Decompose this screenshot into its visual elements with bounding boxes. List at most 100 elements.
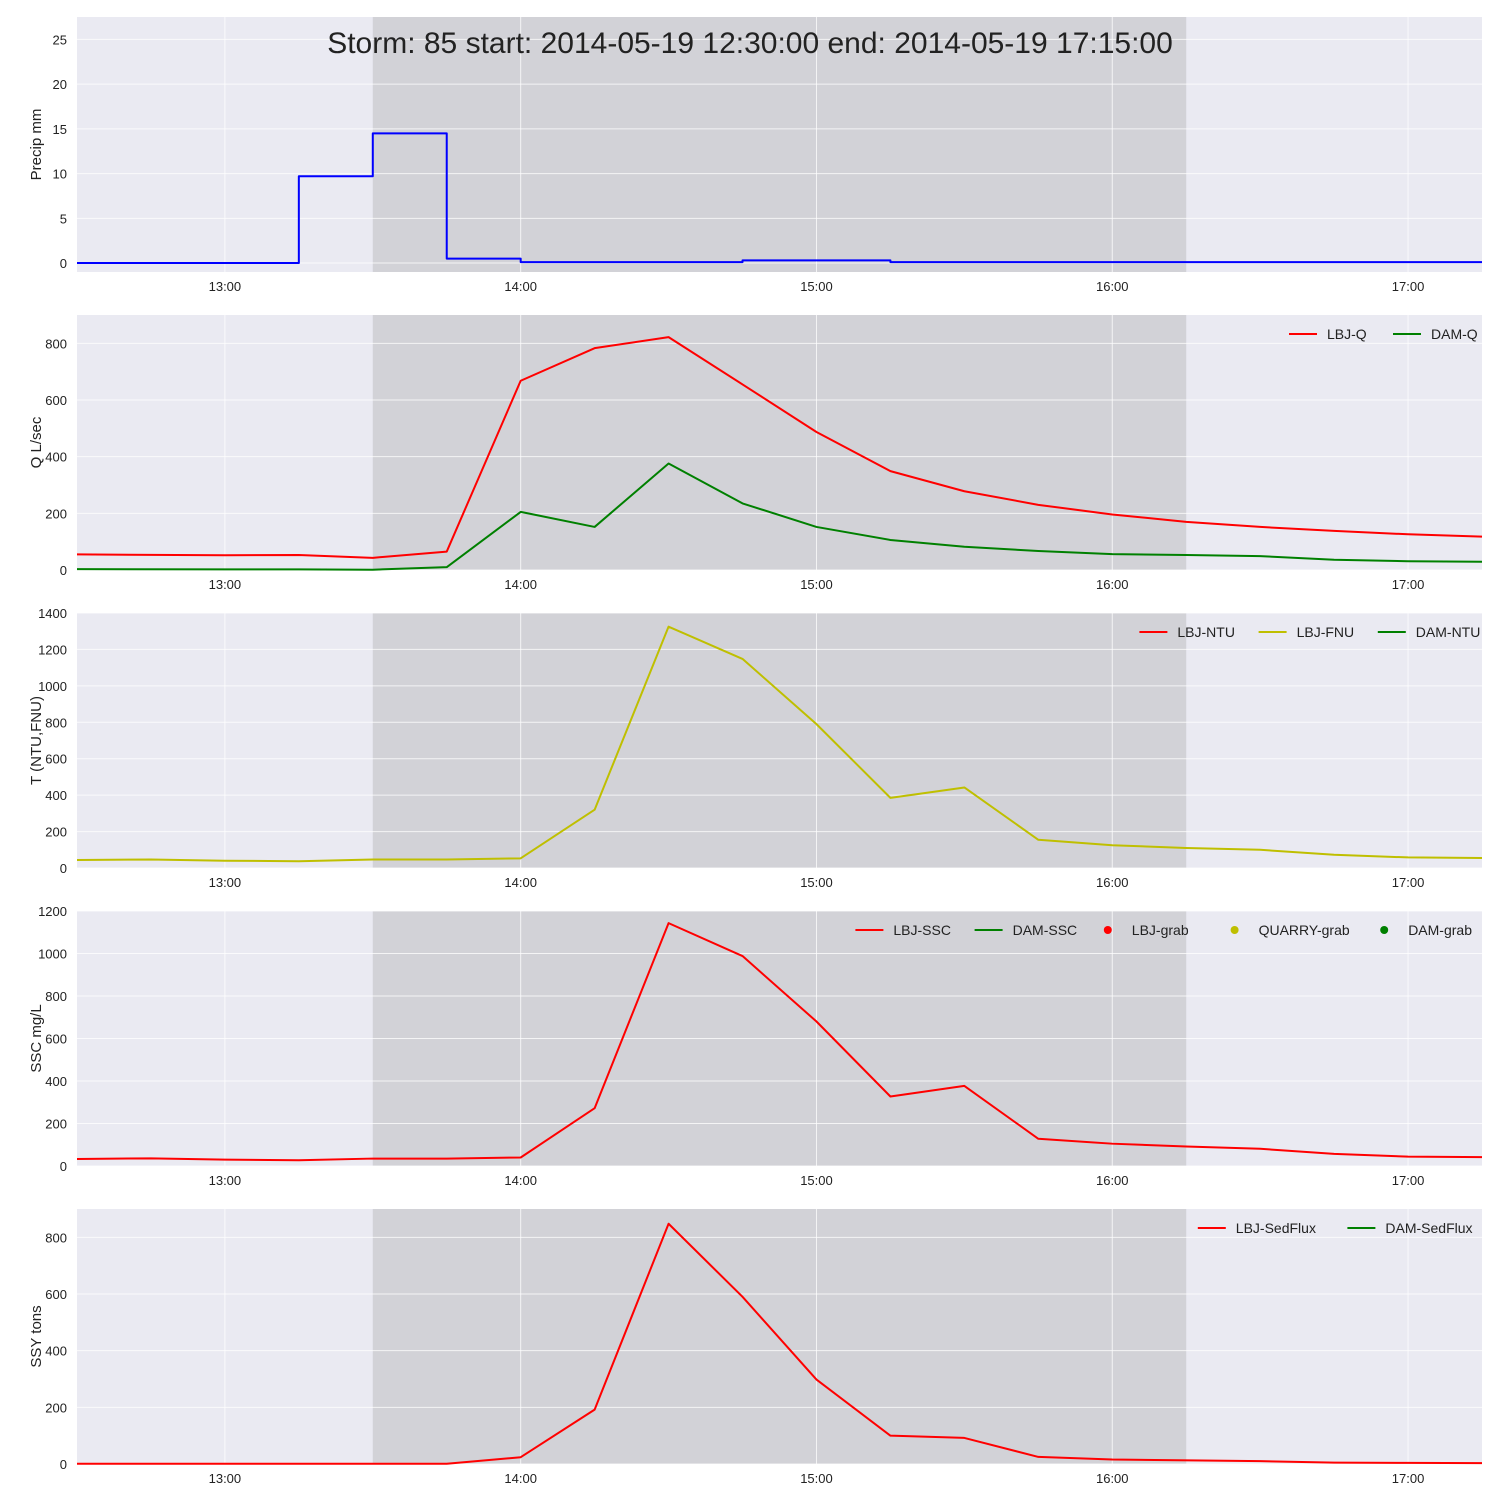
y-axis-label: Q L/sec xyxy=(28,416,45,468)
y-tick-label: 600 xyxy=(45,752,67,767)
y-tick-label: 0 xyxy=(60,256,67,271)
legend-entry-dam-q: DAM-Q xyxy=(1393,326,1478,342)
storm-span-shade xyxy=(372,315,1187,570)
x-tick-label: 13:00 xyxy=(209,875,242,890)
legend-label: LBJ-SSC xyxy=(893,922,951,938)
legend-entry-quarry-grab: QUARRY-grab xyxy=(1230,922,1350,938)
legend-label: QUARRY-grab xyxy=(1259,922,1350,938)
legend-label: LBJ-SedFlux xyxy=(1236,1220,1316,1236)
y-axis-label: SSC mg/L xyxy=(28,1004,45,1072)
x-tick-label: 14:00 xyxy=(504,577,537,592)
x-tick-label: 16:00 xyxy=(1096,1173,1129,1188)
legend-label: DAM-SSC xyxy=(1013,922,1078,938)
y-tick-label: 5 xyxy=(60,211,67,226)
y-tick-label: 400 xyxy=(45,788,67,803)
subplot-t-ntu-fnu: 0 200 400 600 800 1000 1200 1400 13:00 14:00 15:00… xyxy=(28,606,1483,890)
legend-label: DAM-SedFlux xyxy=(1385,1220,1472,1236)
y-tick-label: 0 xyxy=(60,1159,67,1174)
legend-entry-lbj-sedflux: LBJ-SedFlux xyxy=(1197,1220,1316,1236)
x-tick-label: 14:00 xyxy=(504,279,537,294)
x-tick-label: 16:00 xyxy=(1096,875,1129,890)
y-tick-label: 1000 xyxy=(38,679,67,694)
legend-label: DAM-Q xyxy=(1431,326,1478,342)
y-tick-label: 1200 xyxy=(38,904,67,919)
x-tick-label: 17:00 xyxy=(1392,1173,1425,1188)
y-tick-label: 0 xyxy=(60,1457,67,1472)
series-line-lbj-fnu xyxy=(76,625,1483,863)
y-tick-label: 400 xyxy=(45,1344,67,1359)
x-tick-label: 13:00 xyxy=(209,1173,242,1188)
legend-label: LBJ-grab xyxy=(1132,922,1189,938)
x-tick-label: 15:00 xyxy=(800,577,833,592)
legend-entry-lbj-fnu: LBJ-FNU xyxy=(1258,624,1355,640)
y-tick-label: 200 xyxy=(45,1117,67,1132)
subplot-ssy-tons: 0 200 400 600 800 13:00 14:00 15:00 16:00 17:00 SS… xyxy=(28,1209,1483,1486)
y-tick-label: 20 xyxy=(53,77,67,92)
legend-entry-lbj-grab: LBJ-grab xyxy=(1103,922,1189,938)
series-line-lbj-ssc xyxy=(76,922,1483,1162)
legend-entry-lbj-q: LBJ-Q xyxy=(1289,326,1367,342)
storm-span-shade xyxy=(372,17,1187,272)
legend-label: LBJ-NTU xyxy=(1177,624,1235,640)
legend-marker xyxy=(1103,926,1112,934)
y-tick-label: 200 xyxy=(45,1400,67,1415)
x-tick-label: 16:00 xyxy=(1096,1471,1129,1486)
x-tick-label: 15:00 xyxy=(800,1173,833,1188)
legend-label: DAM-grab xyxy=(1408,922,1472,938)
y-tick-label: 1000 xyxy=(38,947,67,962)
y-tick-label: 600 xyxy=(45,1287,67,1302)
legend-entry-dam-ssc: DAM-SSC xyxy=(974,922,1078,938)
legend-label: LBJ-FNU xyxy=(1297,624,1355,640)
x-tick-label: 13:00 xyxy=(209,1471,242,1486)
legend-marker xyxy=(1380,926,1389,934)
y-axis-label: Precip mm xyxy=(28,109,45,181)
subplot-ssc-mg-l: 0 200 400 600 800 1000 1200 13:00 14:00 15:00 16:0… xyxy=(28,904,1483,1188)
y-tick-label: 25 xyxy=(53,32,67,47)
y-tick-label: 800 xyxy=(45,989,67,1004)
y-tick-label: 10 xyxy=(53,167,67,182)
legend-entry-lbj-ssc: LBJ-SSC xyxy=(855,922,951,938)
x-tick-label: 17:00 xyxy=(1392,875,1425,890)
storm-span-shade xyxy=(372,613,1187,868)
y-tick-label: 800 xyxy=(45,715,67,730)
x-tick-label: 16:00 xyxy=(1096,279,1129,294)
legend-label: DAM-NTU xyxy=(1416,624,1481,640)
y-tick-label: 1400 xyxy=(38,606,67,621)
storm-span-shade xyxy=(372,1209,1187,1464)
x-tick-label: 15:00 xyxy=(800,875,833,890)
y-tick-label: 15 xyxy=(53,122,67,137)
x-tick-label: 14:00 xyxy=(504,1173,537,1188)
legend-entry-dam-grab: DAM-grab xyxy=(1380,922,1472,938)
series-line-dam-q xyxy=(76,462,1483,571)
x-tick-label: 13:00 xyxy=(209,577,242,592)
x-tick-label: 14:00 xyxy=(504,1471,537,1486)
legend-entry-lbj-ntu: LBJ-NTU xyxy=(1139,624,1235,640)
y-axis-label: T (NTU,FNU) xyxy=(28,696,45,785)
x-tick-label: 15:00 xyxy=(800,1471,833,1486)
y-tick-label: 800 xyxy=(45,1230,67,1245)
x-tick-label: 17:00 xyxy=(1392,279,1425,294)
legend-marker xyxy=(1230,926,1239,934)
y-tick-label: 1200 xyxy=(38,642,67,657)
x-tick-label: 14:00 xyxy=(504,875,537,890)
x-tick-label: 17:00 xyxy=(1392,1471,1425,1486)
legend-label: LBJ-Q xyxy=(1327,326,1367,342)
x-tick-label: 15:00 xyxy=(800,279,833,294)
x-tick-label: 13:00 xyxy=(209,279,242,294)
y-tick-label: 0 xyxy=(60,861,67,876)
subplot-q-l-sec: 0 200 400 600 800 13:00 14:00 15:00 16:00 17:00 Q … xyxy=(28,315,1483,592)
y-tick-label: 600 xyxy=(45,393,67,408)
y-tick-label: 0 xyxy=(60,563,67,578)
series-line-lbj-q xyxy=(76,336,1483,559)
y-tick-label: 200 xyxy=(45,506,67,521)
y-tick-label: 200 xyxy=(45,825,67,840)
y-tick-label: 400 xyxy=(45,1074,67,1089)
x-tick-label: 17:00 xyxy=(1392,577,1425,592)
legend-entry-dam-ntu: DAM-NTU xyxy=(1377,624,1481,640)
y-axis-label: SSY tons xyxy=(28,1305,45,1367)
subplot-precip-mm: 0 5 10 15 20 25 13:00 14:00 15:00 16:00 17:00 Preci… xyxy=(28,17,1482,294)
x-tick-label: 16:00 xyxy=(1096,577,1129,592)
chart-title: Storm: 85 start: 2014-05-19 12:30:00 end… xyxy=(327,27,1173,60)
series-line xyxy=(77,132,1482,265)
